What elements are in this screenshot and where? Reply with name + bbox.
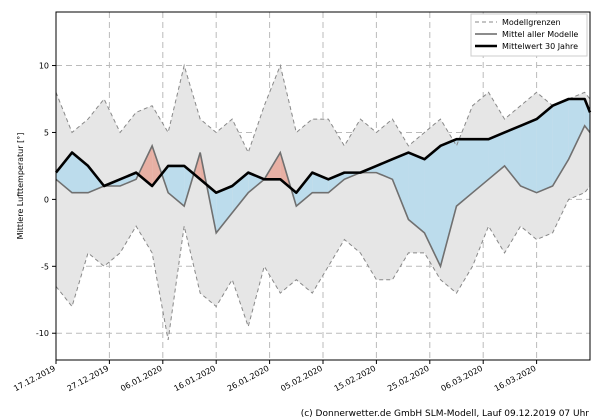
anomaly-fill <box>584 99 590 133</box>
legend-label-mittel-aller-modelle: Mittel aller Modelle <box>502 30 578 39</box>
legend-box <box>470 13 588 57</box>
footer-credit: (c) Donnerwetter.de GmbH SLM-Modell, Lau… <box>301 409 590 419</box>
anomaly-fill <box>328 172 345 193</box>
legend-label-modellgrenzen: Modellgrenzen <box>502 18 561 27</box>
anomaly-fill <box>552 99 569 186</box>
anomaly-fill <box>408 152 425 233</box>
anomaly-fill <box>392 152 409 220</box>
anomaly-fill <box>568 99 585 160</box>
anomaly-fill <box>120 172 137 186</box>
series-lower-bound-line <box>55 185 591 341</box>
anomaly-fill <box>248 172 265 193</box>
anomaly-fill <box>216 186 233 233</box>
anomaly-fill <box>424 145 441 267</box>
series-climate-mean-line <box>54 97 592 194</box>
y-tick-label: 0 <box>44 195 49 204</box>
series-upper-bound-line <box>55 63 591 154</box>
y-axis: -10 -5 0 5 10 <box>36 62 56 338</box>
y-tick-label: 5 <box>44 128 49 137</box>
anomaly-fill <box>232 172 249 213</box>
anomaly-fill <box>520 119 537 193</box>
anomaly-fill <box>472 139 489 193</box>
legend-label-mittelwert-30-jahre: Mittelwert 30 Jahre <box>502 42 578 51</box>
y-tick-label: -5 <box>41 262 49 271</box>
anomaly-fill <box>312 172 329 193</box>
model-range-area <box>56 65 590 340</box>
anomaly-fill <box>440 139 457 267</box>
anomaly-fill <box>296 172 313 207</box>
anomaly-fill <box>456 139 473 207</box>
y-tick-label: -10 <box>36 329 49 338</box>
series-model-mean-line <box>55 124 591 269</box>
anomaly-fill <box>536 105 553 193</box>
anomaly-fill <box>488 132 505 180</box>
y-axis-title: Mittlere Lufttemperatur [°] <box>16 133 25 240</box>
anomaly-fill <box>376 159 393 180</box>
series-lines <box>54 63 592 341</box>
y-tick-label: 10 <box>39 62 49 71</box>
legend: Modellgrenzen Mittel aller Modelle Mitte… <box>470 13 588 57</box>
